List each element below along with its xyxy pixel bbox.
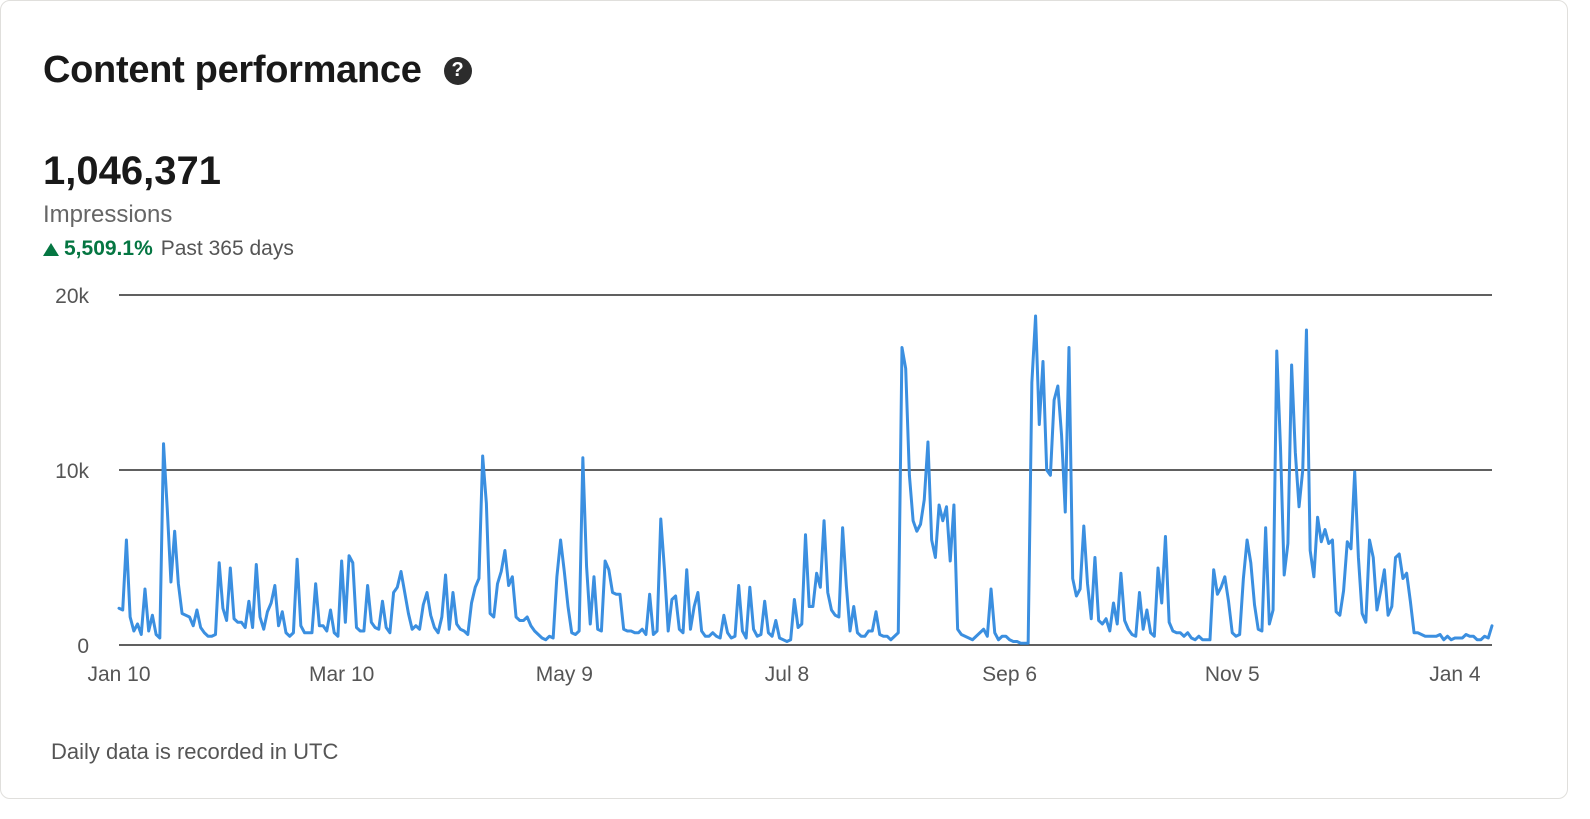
impressions-line-chart[interactable]: 0 10k 20k Jan 10 Mar 10 May 9 Jul 8 Sep 6 Nov 5 J… <box>1 271 1561 701</box>
card-title: Content performance <box>43 49 422 91</box>
impressions-series-line <box>117 314 1494 645</box>
x-tick-label: Mar 10 <box>309 663 374 686</box>
footnote: Daily data is recorded in UTC <box>51 739 339 764</box>
question-circle-icon[interactable]: ? <box>443 56 472 85</box>
card-header: Content performance ? <box>43 49 472 92</box>
impressions-total: 1,046,371 <box>43 149 221 193</box>
y-tick-label: 20k <box>55 285 89 308</box>
y-tick-label: 10k <box>55 460 89 483</box>
trend-up-icon <box>43 242 59 256</box>
change-row: 5,509.1% Past 365 days <box>43 237 294 261</box>
x-tick-label: Jul 8 <box>765 663 809 686</box>
x-tick-label: Jan 4 <box>1429 663 1481 686</box>
x-tick-label: May 9 <box>536 663 593 686</box>
change-period: Past 365 days <box>160 237 294 260</box>
x-tick-label: Nov 5 <box>1205 663 1260 686</box>
metric-label: Impressions <box>43 201 173 228</box>
x-tick-label: Jan 10 <box>87 663 150 686</box>
change-percentage: 5,509.1% <box>64 237 153 260</box>
x-tick-label: Sep 6 <box>982 663 1037 686</box>
y-tick-label: 0 <box>77 635 89 658</box>
content-performance-card: Content performance ? 1,046,371 Impressi… <box>0 0 1568 799</box>
